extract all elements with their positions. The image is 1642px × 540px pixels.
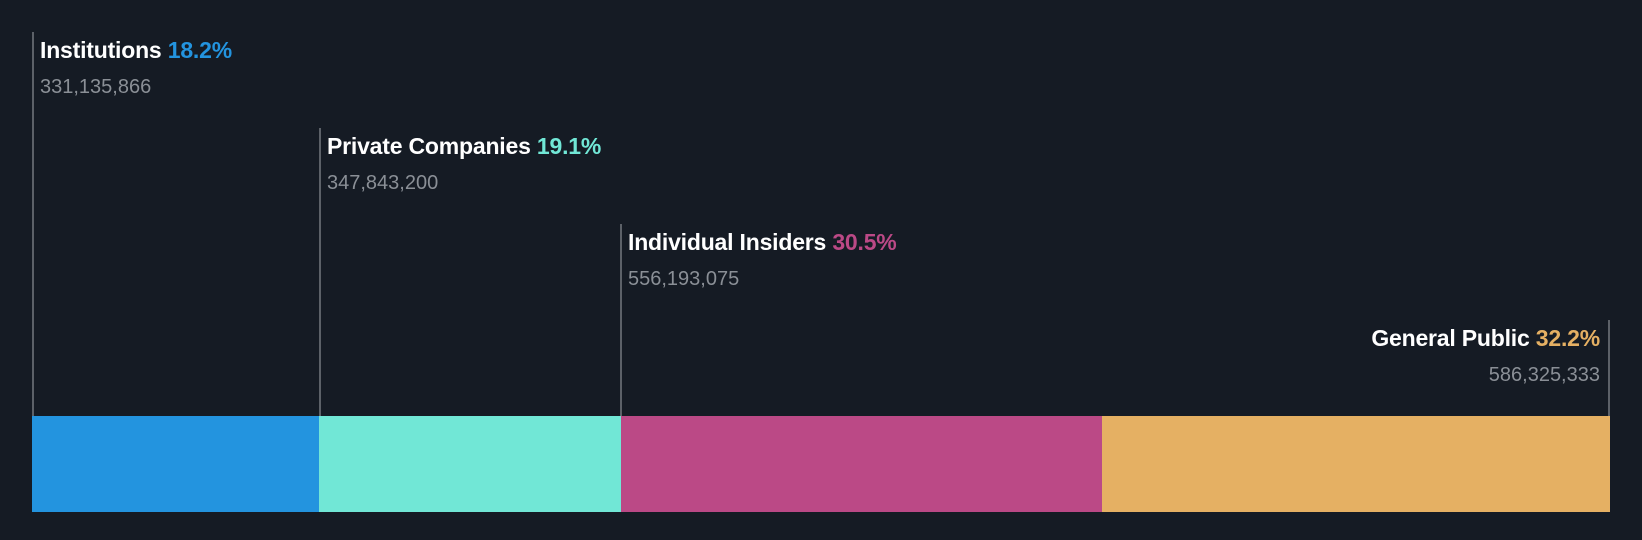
bar-segment-institutions[interactable] [32,416,320,512]
category-name: Institutions [40,37,162,63]
category-share-count: 556,193,075 [628,268,740,290]
bar-segment-general-public[interactable] [1101,416,1610,512]
category-percent: 19.1% [536,133,602,159]
category-percent: 30.5% [832,229,897,255]
label-private-companies: Private Companies 19.1% 347,843,200 [327,132,601,196]
label-institutions: Institutions 18.2% 331,135,866 [40,36,232,100]
category-percent: 18.2% [167,37,232,63]
label-general-public: General Public 32.2% 586,325,333 [1371,324,1600,388]
category-name: Private Companies [327,133,531,159]
bar-segment-private-companies[interactable] [319,416,621,512]
category-share-count: 586,325,333 [1488,364,1600,386]
stacked-ownership-bar [32,416,1610,512]
category-share-count: 331,135,866 [40,76,152,98]
marker-line-general-public [1608,320,1610,416]
label-individual-insiders: Individual Insiders 30.5% 556,193,075 [628,228,897,292]
category-name: General Public [1371,325,1530,351]
marker-line-private-companies [319,128,321,416]
marker-line-individual-insiders [620,224,622,416]
category-percent: 32.2% [1535,325,1600,351]
category-name: Individual Insiders [628,229,827,255]
marker-line-institutions [32,32,34,416]
category-share-count: 347,843,200 [327,172,439,194]
bar-segment-individual-insiders[interactable] [620,416,1102,512]
